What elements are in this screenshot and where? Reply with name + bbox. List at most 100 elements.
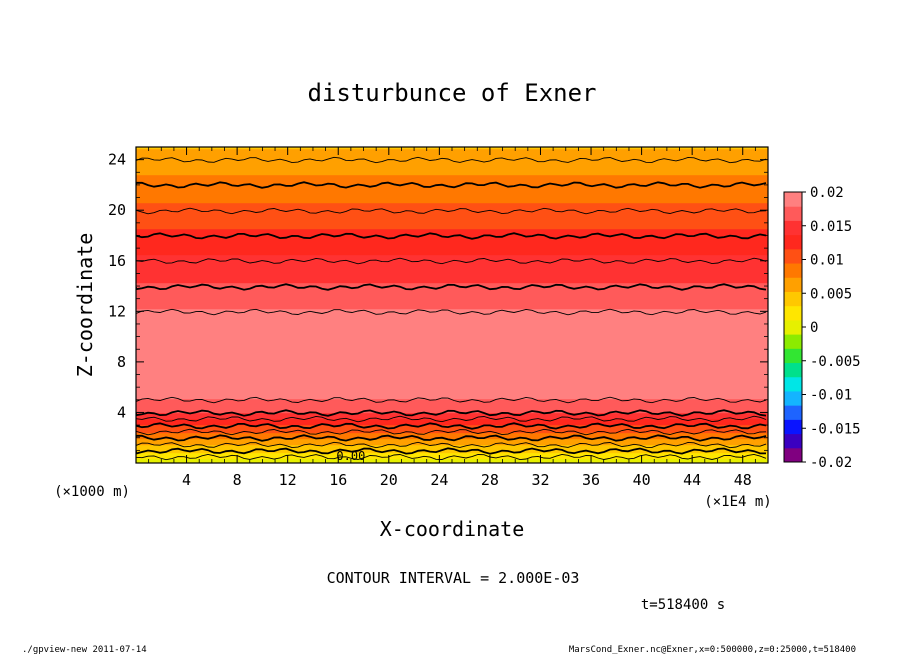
x-tick-label: 48 <box>734 471 752 489</box>
contour-band <box>136 303 768 306</box>
contour-band <box>136 301 768 304</box>
colorbar-swatch <box>784 376 802 392</box>
contour-band <box>136 245 768 248</box>
colorbar-label: -0.01 <box>810 388 852 404</box>
contour-band <box>136 199 768 202</box>
contour-band <box>136 213 768 216</box>
contour-band <box>136 373 768 376</box>
contour-band <box>136 359 768 362</box>
contour-interval-note: CONTOUR INTERVAL = 2.000E-03 <box>327 569 580 587</box>
y-tick-label: 20 <box>108 201 126 219</box>
x-tick-label: 32 <box>531 471 549 489</box>
contour-band <box>136 407 768 410</box>
x-tick-label: 36 <box>582 471 600 489</box>
contour-band <box>136 457 768 460</box>
colorbar-swatch <box>784 447 802 463</box>
contour-band <box>136 197 768 200</box>
contour-band <box>136 239 768 242</box>
contour-band <box>136 357 768 360</box>
contour-band <box>136 441 768 444</box>
contour-band <box>136 287 768 290</box>
contour-band <box>136 279 768 282</box>
x-tick-label: 40 <box>633 471 651 489</box>
contour-band <box>136 347 768 350</box>
contour-band <box>136 317 768 320</box>
contour-band <box>136 257 768 260</box>
contour-band <box>136 247 768 250</box>
x-axis: 4 8 12 16 20 24 28 32 36 40 44 48 <box>148 147 756 489</box>
contour-band <box>136 187 768 190</box>
contour-band <box>136 315 768 318</box>
contour-line <box>136 181 767 189</box>
contour-band <box>136 289 768 292</box>
contour-band <box>136 371 768 374</box>
x-unit-right: (×1E4 m) <box>704 494 771 510</box>
contour-band <box>136 415 768 418</box>
contour-band <box>136 255 768 258</box>
contour-band <box>136 417 768 420</box>
colorbar-swatch <box>784 220 802 236</box>
x-tick-label: 8 <box>233 471 242 489</box>
contour-band <box>136 167 768 170</box>
contour-band <box>136 319 768 322</box>
contour-band <box>136 291 768 294</box>
contour-band <box>136 293 768 296</box>
contour-band <box>136 323 768 326</box>
contour-line <box>136 415 767 423</box>
contour-band <box>136 309 768 312</box>
contour-band <box>136 219 768 222</box>
contour-band <box>136 155 768 158</box>
colorbar-swatch <box>784 405 802 420</box>
contour-band <box>136 163 768 166</box>
contour-band <box>136 285 768 288</box>
contour-label: 0.00 <box>336 449 365 463</box>
contour-band <box>136 271 768 274</box>
contour-band <box>136 153 768 156</box>
contour-line <box>136 156 767 164</box>
contour-band <box>136 177 768 180</box>
contour-band <box>136 169 768 172</box>
contour-band <box>136 369 768 372</box>
contour-band <box>136 329 768 332</box>
contour-band <box>136 411 768 414</box>
contour-band <box>136 353 768 356</box>
x-tick-label: 12 <box>279 471 297 489</box>
contour-band <box>136 395 768 398</box>
contour-band <box>136 281 768 284</box>
contour-band <box>136 237 768 240</box>
contour-band <box>136 171 768 174</box>
contour-band <box>136 221 768 224</box>
contour-band <box>136 173 768 176</box>
contour-band <box>136 397 768 400</box>
contour-band <box>136 225 768 228</box>
contour-band <box>136 333 768 336</box>
contour-band <box>136 297 768 300</box>
contour-band <box>136 211 768 214</box>
contour-band <box>136 259 768 262</box>
colorbar-label: 0.005 <box>810 286 852 302</box>
contour-band <box>136 403 768 406</box>
contour-band <box>136 435 768 438</box>
contour-line <box>136 434 767 442</box>
colorbar-swatch <box>784 319 802 335</box>
contour-band <box>136 241 768 244</box>
contour-line <box>136 257 767 265</box>
x-unit-left: (×1000 m) <box>54 484 130 500</box>
contour-line <box>136 283 767 291</box>
colorbar-swatch <box>784 433 802 449</box>
contour-band <box>136 227 768 230</box>
contour-band <box>136 191 768 194</box>
contour-line <box>136 396 767 404</box>
contour-band <box>136 313 768 316</box>
colorbar-swatch <box>784 419 802 435</box>
contour-band <box>136 165 768 168</box>
contour-band <box>136 429 768 432</box>
contour-band <box>136 261 768 264</box>
contour-band <box>136 201 768 204</box>
contour-band <box>136 387 768 390</box>
contour-band <box>136 451 768 454</box>
contour-band <box>136 361 768 364</box>
contour-band <box>136 337 768 340</box>
contour-line <box>136 441 767 449</box>
contour-band <box>136 405 768 408</box>
